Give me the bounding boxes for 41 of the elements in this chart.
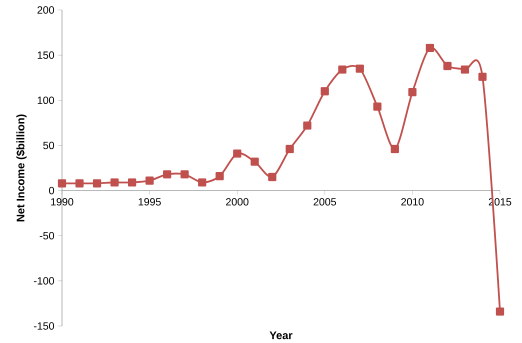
x-axis-title: Year — [270, 332, 292, 340]
x-tick-label: 1995 — [138, 198, 161, 206]
x-tick-label: 2010 — [401, 198, 424, 206]
x-tick-label: 2000 — [226, 198, 248, 206]
y-tick-label: 150 — [38, 52, 54, 60]
y-tick-label: 0 — [49, 187, 54, 195]
point — [250, 158, 259, 166]
point — [373, 102, 382, 111]
point — [390, 145, 399, 154]
point — [128, 178, 136, 187]
y-tick-label: -50 — [40, 232, 54, 240]
point — [58, 179, 66, 188]
y-tick-label: 200 — [37, 6, 54, 14]
y-tick-label: 50 — [43, 142, 54, 150]
point — [460, 66, 470, 74]
point — [426, 44, 434, 52]
point — [496, 308, 504, 316]
point — [110, 178, 119, 187]
point — [268, 173, 276, 182]
point — [356, 64, 364, 74]
point — [478, 72, 487, 82]
point — [216, 172, 224, 180]
point — [146, 176, 154, 185]
point — [180, 170, 189, 179]
point — [233, 150, 242, 158]
point — [408, 88, 416, 96]
y-tick-label: -100 — [34, 277, 54, 285]
point — [75, 179, 84, 188]
point — [92, 179, 102, 188]
x-tick-label: 1990 — [51, 198, 74, 206]
point — [443, 62, 452, 70]
point — [163, 170, 172, 179]
x-tick-label: 2005 — [314, 198, 336, 206]
point — [320, 87, 329, 96]
y-tick-label: 100 — [38, 96, 54, 104]
y-axis-title: Net Income ($billion) — [16, 114, 27, 222]
point — [286, 145, 294, 154]
point — [338, 66, 346, 74]
point — [303, 122, 312, 130]
point — [198, 178, 206, 187]
y-tick-label: -150 — [34, 322, 54, 330]
